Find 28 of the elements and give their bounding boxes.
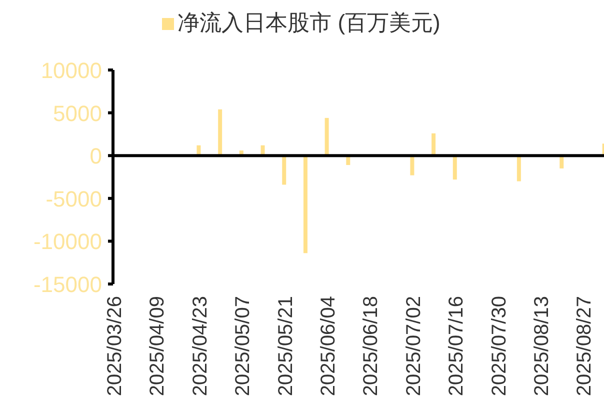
legend-label: 净流入日本股市 (百万美元)	[178, 10, 440, 35]
x-tick-label: 2025/04/09	[146, 296, 169, 396]
x-tick-label: 2025/08/27	[574, 296, 596, 396]
y-tick-label: 0	[90, 144, 102, 169]
x-tick-label: 2025/05/07	[232, 296, 254, 396]
bar	[560, 156, 564, 168]
bar	[410, 156, 414, 176]
x-tick-label: 2025/08/13	[530, 296, 553, 396]
bar	[218, 109, 222, 156]
x-tick-label: 2025/03/26	[104, 296, 126, 396]
bar	[324, 118, 329, 156]
x-tick-label: 2025/07/30	[488, 296, 510, 396]
x-tick-label: 2025/07/16	[446, 296, 468, 396]
y-tick-label: -15000	[33, 272, 102, 297]
y-tick-label: 5000	[53, 100, 102, 126]
x-tick-label: 2025/04/23	[189, 296, 212, 396]
x-tick-label: 2025/07/02	[402, 296, 425, 396]
bar	[303, 156, 308, 254]
bar	[516, 156, 521, 182]
bar	[452, 156, 457, 180]
bar	[282, 156, 286, 185]
y-tick-label: 10000	[40, 58, 102, 83]
y-tick-label: -5000	[46, 186, 102, 212]
y-tick-label: -10000	[33, 229, 102, 254]
x-tick-label: 2025/05/21	[274, 296, 297, 396]
x-tick-label: 2025/06/18	[360, 296, 382, 396]
x-tick-label: 2025/06/04	[317, 296, 340, 396]
bar	[432, 133, 436, 156]
